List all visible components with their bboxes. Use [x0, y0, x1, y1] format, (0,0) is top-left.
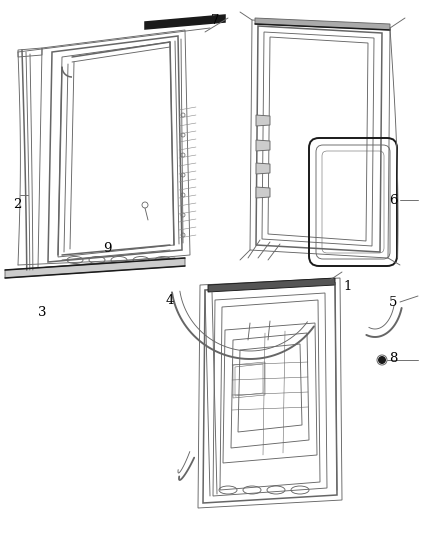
- Text: 8: 8: [389, 351, 397, 365]
- Text: 7: 7: [211, 13, 219, 27]
- Polygon shape: [256, 187, 270, 198]
- Text: 5: 5: [389, 295, 397, 309]
- Text: 3: 3: [38, 305, 46, 319]
- Polygon shape: [145, 15, 225, 29]
- Text: 4: 4: [166, 295, 174, 308]
- Polygon shape: [256, 163, 270, 174]
- Text: 1: 1: [344, 280, 352, 294]
- Text: 6: 6: [389, 193, 397, 206]
- Polygon shape: [256, 140, 270, 151]
- Polygon shape: [256, 115, 270, 126]
- Text: 9: 9: [103, 243, 111, 255]
- Polygon shape: [5, 258, 185, 278]
- Text: 2: 2: [13, 198, 21, 212]
- Circle shape: [378, 356, 386, 364]
- Polygon shape: [208, 278, 335, 292]
- Polygon shape: [255, 18, 390, 30]
